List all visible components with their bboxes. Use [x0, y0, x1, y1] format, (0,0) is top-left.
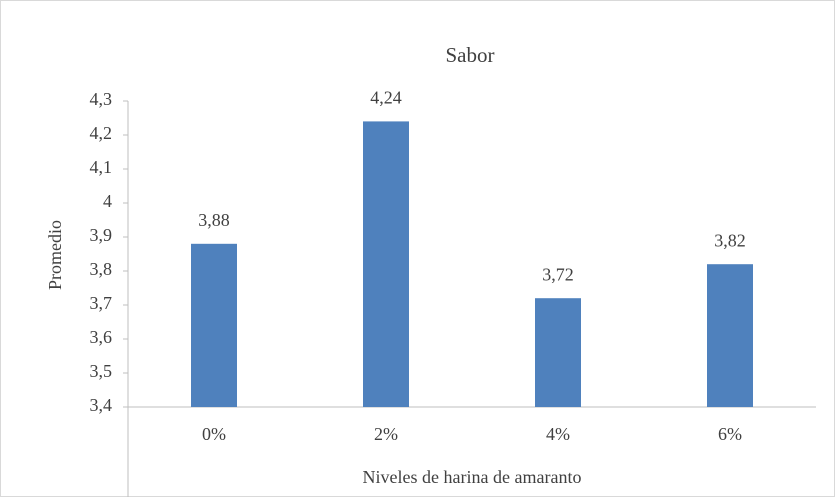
y-tick-label: 4,1 — [90, 157, 113, 177]
data-label: 3,88 — [198, 210, 230, 230]
data-label: 3,72 — [542, 264, 574, 284]
bar — [707, 264, 753, 407]
y-tick-label: 3,8 — [90, 259, 113, 279]
chart-title: Sabor — [446, 43, 495, 67]
y-tick-label: 3,7 — [90, 293, 113, 313]
x-tick-label: 6% — [718, 424, 742, 444]
x-tick-label: 2% — [374, 424, 398, 444]
y-tick-label: 3,4 — [90, 395, 113, 415]
bar — [535, 298, 581, 407]
y-tick-label: 3,6 — [90, 327, 113, 347]
y-tick-label: 3,9 — [90, 225, 113, 245]
y-tick-label: 4 — [103, 191, 112, 211]
y-axis-title: Promedio — [45, 220, 65, 290]
bar — [363, 121, 409, 408]
bar — [191, 243, 237, 407]
data-label: 3,82 — [714, 230, 746, 250]
y-tick-label: 3,5 — [90, 361, 113, 381]
y-tick-label: 4,3 — [90, 89, 113, 109]
x-tick-label: 4% — [546, 424, 570, 444]
x-tick-label: 0% — [202, 424, 226, 444]
y-tick-label: 4,2 — [90, 123, 113, 143]
data-label: 4,24 — [370, 88, 402, 108]
x-axis-title: Niveles de harina de amaranto — [363, 467, 582, 487]
